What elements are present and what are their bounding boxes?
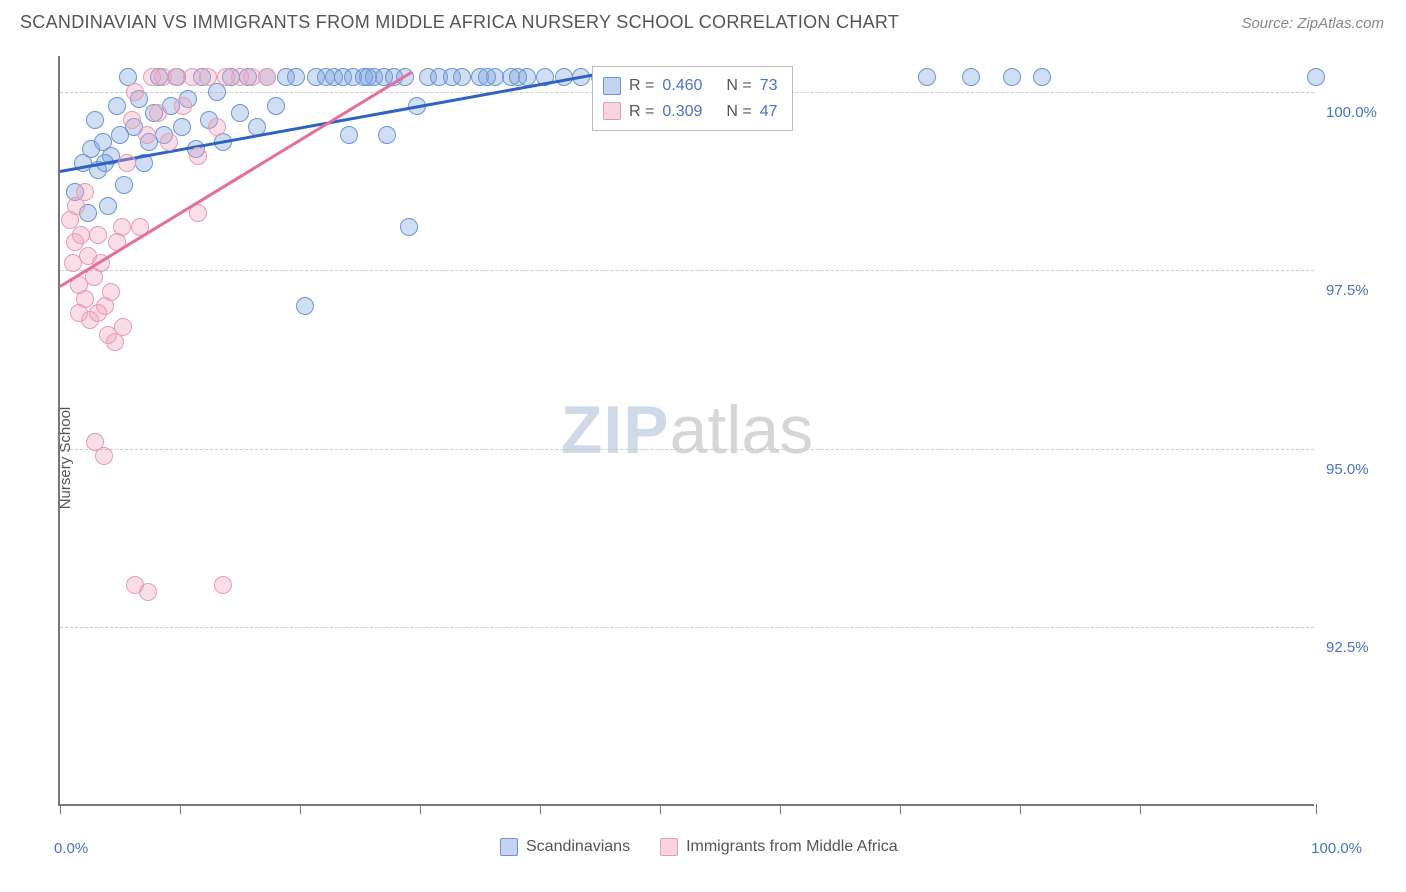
watermark: ZIPatlas [561,391,813,469]
scatter-point [214,576,232,594]
n-label: N = [726,73,751,99]
scatter-point [962,68,980,86]
watermark-atlas: atlas [670,392,814,468]
scatter-point [208,118,226,136]
watermark-zip: ZIP [561,392,670,468]
x-tick [60,804,61,814]
y-tick-label: 97.5% [1326,282,1369,299]
x-tick [1140,804,1141,814]
swatch-pink-icon [603,102,621,120]
x-tick [780,804,781,814]
n-label: N = [726,99,751,125]
legend-label: Scandinavians [526,838,630,856]
scatter-point [114,318,132,336]
gridline [60,449,1314,450]
y-tick-label: 100.0% [1326,104,1377,121]
scatter-point [118,154,136,172]
legend-item-blue: Scandinavians [500,838,630,856]
chart-source: Source: ZipAtlas.com [1241,15,1384,32]
stats-row-blue: R = 0.460 N = 73 [603,73,778,99]
scatter-point [72,226,90,244]
scatter-point [189,147,207,165]
scatter-point [296,297,314,315]
gridline [60,627,1314,628]
x-tick [180,804,181,814]
scatter-point [359,68,377,86]
scatter-point [287,68,305,86]
scatter-point [138,126,156,144]
x-tick [1020,804,1021,814]
scatter-point [174,97,192,115]
scatter-point [160,133,178,151]
scatter-point [89,226,107,244]
x-tick [540,804,541,814]
scatter-point [167,68,185,86]
swatch-blue-icon [500,838,518,856]
scatter-point [126,83,144,101]
scatter-point [1003,68,1021,86]
scatter-point [1033,68,1051,86]
scatter-point [139,583,157,601]
scatter-point [108,97,126,115]
scatter-point [123,111,141,129]
r-value: 0.460 [662,73,702,99]
series-legend: Scandinavians Immigrants from Middle Afr… [500,838,898,856]
x-tick [660,804,661,814]
scatter-point [918,68,936,86]
legend-item-pink: Immigrants from Middle Africa [660,838,898,856]
scatter-point [400,218,418,236]
swatch-blue-icon [603,77,621,95]
gridline [60,270,1314,271]
scatter-point [183,68,201,86]
correlation-stats-box: R = 0.460 N = 73 R = 0.309 N = 47 [592,66,793,131]
plot-area: ZIPatlas [58,56,1314,806]
scatter-point [231,104,249,122]
scatter-point [173,118,191,136]
x-tick [420,804,421,814]
swatch-pink-icon [660,838,678,856]
r-label: R = [629,73,654,99]
scatter-point [340,126,358,144]
scatter-point [99,197,117,215]
r-label: R = [629,99,654,125]
scatter-point [478,68,496,86]
x-axis-max-label: 100.0% [1311,840,1362,857]
scatter-point [115,176,133,194]
scatter-point [149,104,167,122]
x-axis-min-label: 0.0% [54,840,88,857]
chart-title: SCANDINAVIAN VS IMMIGRANTS FROM MIDDLE A… [20,12,899,33]
x-tick [1316,804,1317,814]
n-value: 47 [760,99,778,125]
scatter-point [378,126,396,144]
scatter-point [509,68,527,86]
scatter-point [199,68,217,86]
legend-label: Immigrants from Middle Africa [686,838,898,856]
scatter-point [453,68,471,86]
chart-header: SCANDINAVIAN VS IMMIGRANTS FROM MIDDLE A… [0,0,1406,43]
scatter-point [267,97,285,115]
scatter-point [95,447,113,465]
scatter-point [102,283,120,301]
n-value: 73 [760,73,778,99]
r-value: 0.309 [662,99,702,125]
y-tick-label: 92.5% [1326,639,1369,656]
scatter-point [86,111,104,129]
x-tick [300,804,301,814]
x-tick [900,804,901,814]
chart-container: Nursery School ZIPatlas 0.0% 100.0% R = … [20,48,1386,868]
scatter-point [70,304,88,322]
scatter-point [76,183,94,201]
scatter-point [258,68,276,86]
y-tick-label: 95.0% [1326,461,1369,478]
scatter-point [1307,68,1325,86]
stats-row-pink: R = 0.309 N = 47 [603,99,778,125]
